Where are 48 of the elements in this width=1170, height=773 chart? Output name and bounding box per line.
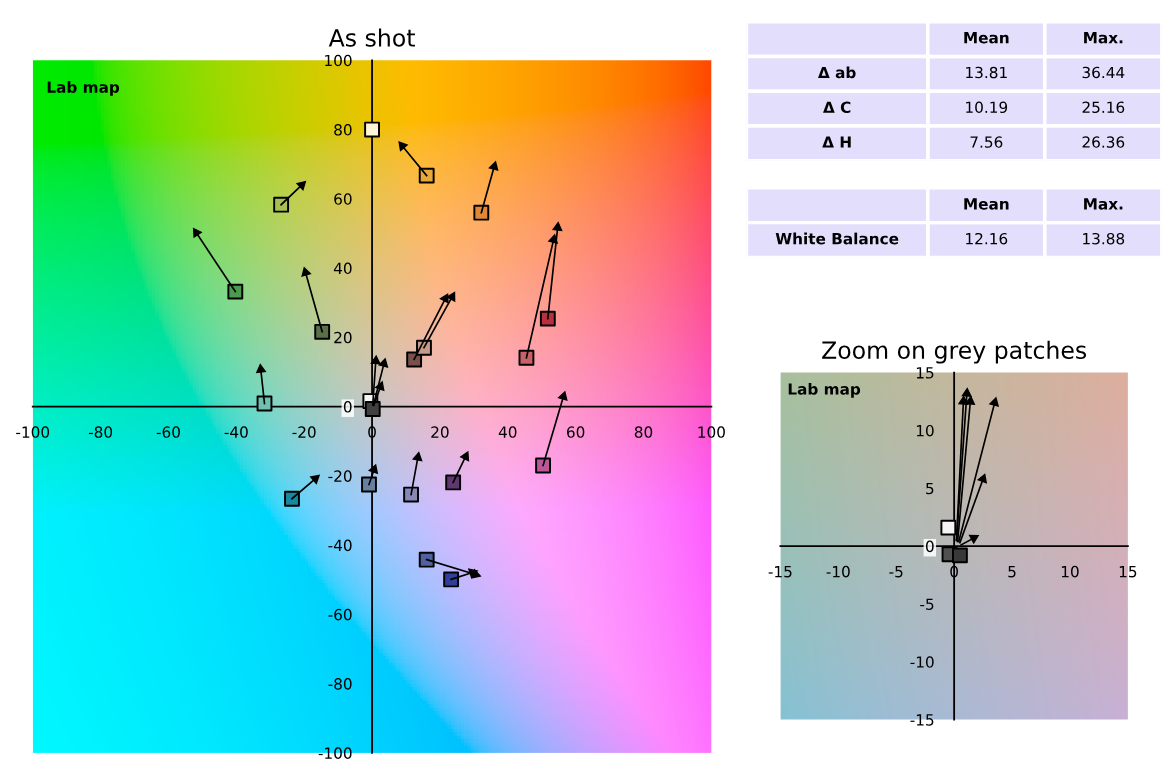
x-tick-label: -20 — [292, 426, 316, 438]
chart-title: Zoom on grey patches — [822, 340, 1087, 364]
y-tick-label: Δ H — [822, 136, 851, 148]
x-tick-label: Mean — [964, 198, 1009, 210]
data-label: 7.56 — [970, 136, 1003, 148]
y-tick-label: 0 — [925, 540, 934, 553]
x-tick-label: 20 — [431, 426, 449, 438]
y-tick-label: -80 — [328, 678, 352, 690]
y-tick-label: Δ ab — [818, 66, 856, 79]
x-tick-label: -15 — [768, 566, 792, 578]
y-tick-label: White Balance — [775, 232, 899, 245]
y-tick-label: -20 — [328, 470, 352, 482]
data-label: 13.81 — [966, 66, 1007, 79]
x-tick-label: 100 — [698, 426, 725, 438]
y-tick-label: 40 — [333, 262, 352, 275]
x-tick-label: -60 — [156, 426, 180, 438]
data-label: 26.36 — [1082, 136, 1125, 148]
y-tick-label: -60 — [328, 608, 352, 621]
x-tick-label: Mean — [964, 32, 1009, 44]
y-tick-label: 20 — [334, 331, 352, 344]
x-tick-label: 15 — [1119, 566, 1137, 578]
y-tick-label: -15 — [910, 714, 934, 726]
x-tick-label: -80 — [88, 426, 113, 438]
y-tick-label: 15 — [916, 367, 934, 379]
data-label: 10.19 — [966, 101, 1008, 114]
y-tick-label: 80 — [334, 124, 352, 136]
y-tick-label: 5 — [926, 482, 934, 495]
x-tick-label: 5 — [1008, 566, 1016, 578]
data-label: 12.16 — [966, 232, 1008, 245]
y-tick-label: -40 — [328, 539, 352, 552]
x-tick-label: -40 — [224, 426, 248, 438]
y-tick-label: -5 — [920, 598, 934, 610]
x-tick-label: Max. — [1084, 198, 1123, 210]
annotation: Lab map — [47, 81, 120, 96]
y-tick-label: -10 — [910, 656, 934, 668]
x-tick-label: 60 — [566, 426, 585, 438]
data-label: 36.44 — [1082, 66, 1125, 79]
data-label: 13.88 — [1083, 232, 1125, 245]
annotation: Lab map — [788, 383, 861, 398]
x-tick-label: Max. — [1084, 32, 1123, 44]
x-tick-label: 80 — [634, 426, 653, 438]
x-tick-label: 40 — [498, 426, 517, 438]
data-label: 25.16 — [1082, 101, 1125, 114]
x-tick-label: 10 — [1061, 565, 1079, 578]
y-tick-label: 0 — [343, 401, 352, 413]
x-tick-label: -5 — [889, 566, 903, 578]
y-tick-label: Δ C — [823, 101, 851, 114]
chart-title: As shot — [328, 28, 415, 47]
